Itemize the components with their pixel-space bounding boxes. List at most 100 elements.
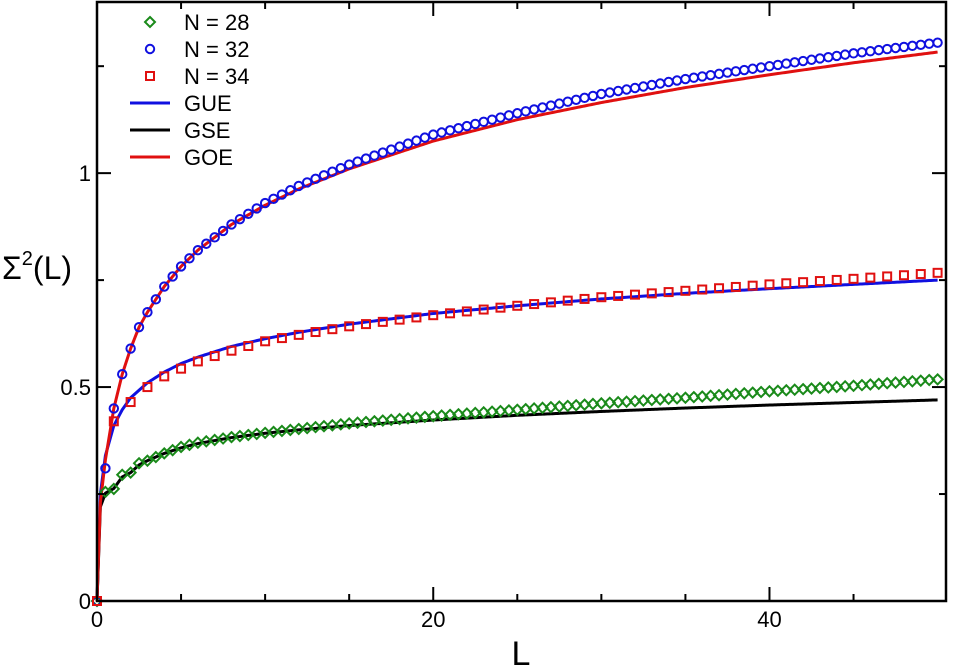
data-point xyxy=(545,100,557,111)
data-point xyxy=(898,41,910,53)
data-point xyxy=(512,108,523,119)
data-point xyxy=(739,64,750,76)
data-point xyxy=(697,71,708,82)
data-point xyxy=(680,285,691,296)
data-point xyxy=(394,314,405,325)
data-point xyxy=(629,289,640,300)
data-point xyxy=(192,244,204,256)
data-point xyxy=(646,288,657,299)
series-line-gse xyxy=(95,398,938,602)
data-point xyxy=(663,76,674,88)
data-point xyxy=(495,302,506,313)
data-point xyxy=(310,327,321,338)
legend-label: N = 28 xyxy=(184,10,249,35)
data-point xyxy=(714,283,725,294)
data-point xyxy=(495,112,506,123)
data-point xyxy=(848,273,859,284)
data-point xyxy=(764,60,775,72)
data-point xyxy=(167,271,178,282)
data-point xyxy=(629,82,641,94)
data-point xyxy=(730,281,741,292)
data-point xyxy=(865,272,876,283)
legend-label: GOE xyxy=(184,145,233,170)
data-point xyxy=(209,232,220,243)
data-point xyxy=(663,287,674,298)
data-point xyxy=(268,193,279,205)
data-point xyxy=(377,316,388,327)
data-point xyxy=(327,166,338,177)
y-axis-label-superscript: 2 xyxy=(22,248,33,270)
data-point xyxy=(217,225,229,237)
data-point xyxy=(142,306,153,318)
plot-border xyxy=(95,0,948,603)
data-point xyxy=(671,75,683,86)
data-point xyxy=(411,312,422,323)
data-point xyxy=(789,57,800,68)
data-point xyxy=(226,219,237,230)
data-point xyxy=(890,42,901,54)
data-point xyxy=(931,372,945,386)
series-line-gue xyxy=(95,278,938,602)
data-point xyxy=(781,58,792,69)
data-point xyxy=(907,40,918,52)
legend-marker xyxy=(143,15,157,29)
data-point xyxy=(814,276,825,287)
data-point xyxy=(141,454,154,468)
data-point xyxy=(520,106,531,117)
data-point xyxy=(932,37,943,48)
data-point xyxy=(856,47,868,58)
data-point xyxy=(512,300,523,311)
y-tick-label: 1 xyxy=(79,161,91,186)
data-point xyxy=(159,281,170,292)
data-point xyxy=(285,185,296,196)
data-point xyxy=(149,450,163,464)
data-point xyxy=(604,87,615,98)
data-point xyxy=(184,253,195,264)
data-point xyxy=(646,79,657,91)
data-point xyxy=(234,213,246,225)
data-point xyxy=(747,63,758,74)
data-point xyxy=(327,324,338,335)
data-point xyxy=(529,299,540,310)
legend-label: N = 34 xyxy=(184,64,249,89)
data-point xyxy=(159,371,170,382)
data-point xyxy=(125,343,136,354)
data-point xyxy=(243,208,254,219)
data-point xyxy=(310,173,321,185)
data-point xyxy=(545,297,556,308)
data-point xyxy=(461,306,472,317)
y-tick-label: 0 xyxy=(79,589,91,614)
data-point xyxy=(923,38,935,49)
data-point xyxy=(882,271,893,282)
data-point xyxy=(411,135,422,146)
data-point xyxy=(772,59,784,71)
data-point xyxy=(470,118,481,130)
data-point xyxy=(276,333,287,344)
data-point xyxy=(259,197,271,209)
data-point xyxy=(612,85,624,97)
data-point xyxy=(150,294,162,305)
legend-item-gue: GUE xyxy=(130,91,232,116)
data-point xyxy=(125,397,136,408)
data-point xyxy=(260,336,271,347)
legend-marker xyxy=(144,43,156,55)
data-point xyxy=(797,55,809,67)
data-point xyxy=(142,382,153,393)
data-point xyxy=(344,321,355,332)
legend-label: N = 32 xyxy=(184,37,249,62)
data-point xyxy=(537,102,548,113)
data-point xyxy=(176,363,187,374)
data-point xyxy=(831,50,842,62)
x-tick-label: 20 xyxy=(421,607,445,632)
data-point xyxy=(402,138,414,149)
data-point xyxy=(806,54,817,65)
data-point xyxy=(100,463,111,474)
data-point xyxy=(570,94,582,105)
series-n-32 xyxy=(91,37,943,607)
data-point xyxy=(755,62,767,73)
data-point xyxy=(730,66,742,77)
data-point xyxy=(839,49,851,60)
data-point xyxy=(318,170,330,181)
data-point xyxy=(562,96,573,107)
data-point xyxy=(201,238,212,249)
